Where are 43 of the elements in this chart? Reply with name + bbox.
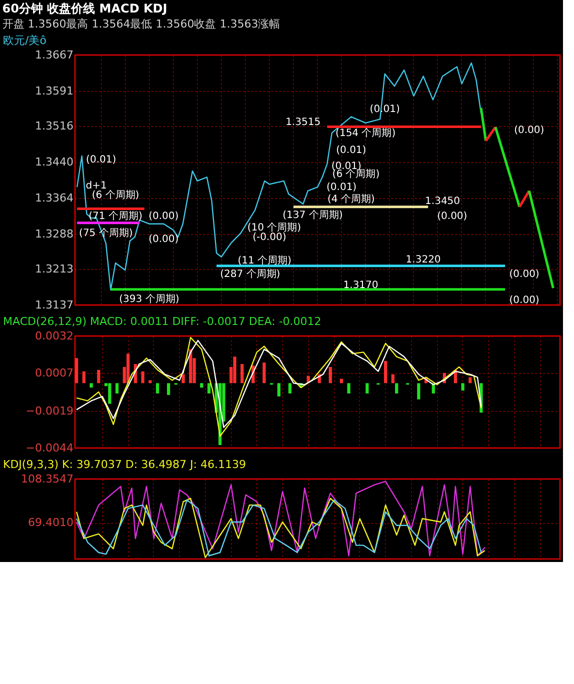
y-tick-label: 1.3288: [35, 227, 74, 240]
annotation: 1.3220: [406, 254, 441, 266]
annotation: 1.3515: [286, 117, 321, 128]
annotation: (137 个周期): [282, 209, 343, 221]
y-tick-label: 1.3213: [35, 262, 74, 276]
annotation: (0.00): [148, 234, 179, 245]
annotation: d+1: [86, 180, 107, 192]
y-tick-label: 1.3364: [35, 191, 74, 204]
y-tick-label: 69.4010: [28, 516, 74, 530]
annotation: (0.00): [509, 294, 540, 306]
annotation: (0.01): [336, 144, 366, 156]
annotation: 1.3450: [425, 196, 460, 207]
annotation: (4 个周期): [327, 192, 375, 205]
y-tick-label: 1.3137: [35, 298, 74, 312]
y-tick-label: 108.3547: [21, 472, 74, 486]
annotation: (0.00): [514, 125, 544, 136]
annotation: (0.00): [437, 210, 468, 222]
chart-subtitle: 开盘 1.3560最高 1.3564最低 1.3560收盘 1.3563涨幅: [2, 17, 280, 30]
annotation: (-0.00): [252, 232, 286, 243]
y-tick-label: 1.3516: [35, 120, 74, 133]
chart-title: 60分钟 收盘价线 MACD KDJ: [2, 1, 168, 16]
annotation: (6 个周期): [332, 168, 380, 180]
chart-title: MACD(26,12,9) MACD: 0.0011 DIFF: -0.0017 DEA: -0.0012: [3, 315, 322, 328]
annotation: (6 个周期): [92, 189, 140, 201]
annotation: (0.00): [509, 268, 540, 280]
annotation: (154 个周期): [336, 126, 396, 139]
annotation: (0.01): [326, 182, 357, 193]
annotation: (393 个周期): [119, 292, 180, 305]
annotation: (10 个周期): [247, 221, 302, 234]
y-tick-label: 1.3591: [35, 84, 74, 98]
y-tick-label: 1.3667: [35, 48, 74, 62]
annotation: (11 个周期): [238, 254, 292, 266]
annotation: 1.3170: [343, 280, 378, 291]
annotation: (0.00): [148, 210, 179, 222]
chart-title: KDJ(9,3,3) K: 39.7037 D: 36.4987 J: 46.1139: [3, 458, 246, 471]
y-tick-label: 0.0007: [35, 366, 74, 380]
text: 欧元/美ô: [3, 34, 47, 47]
y-tick-label: 0.0032: [35, 330, 74, 342]
y-tick-label: −0.0044: [26, 442, 74, 454]
y-tick-label: −0.0019: [26, 404, 74, 418]
annotation: (287 个周期): [220, 268, 280, 280]
y-tick-label: 1.3440: [35, 156, 74, 169]
annotation: (0.01): [86, 154, 116, 166]
